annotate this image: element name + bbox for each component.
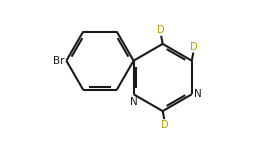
Text: N: N	[194, 89, 202, 99]
Text: D: D	[157, 25, 165, 35]
Text: N: N	[130, 97, 138, 107]
Text: D: D	[161, 120, 168, 130]
Text: D: D	[190, 42, 198, 52]
Text: Br: Br	[53, 56, 64, 66]
